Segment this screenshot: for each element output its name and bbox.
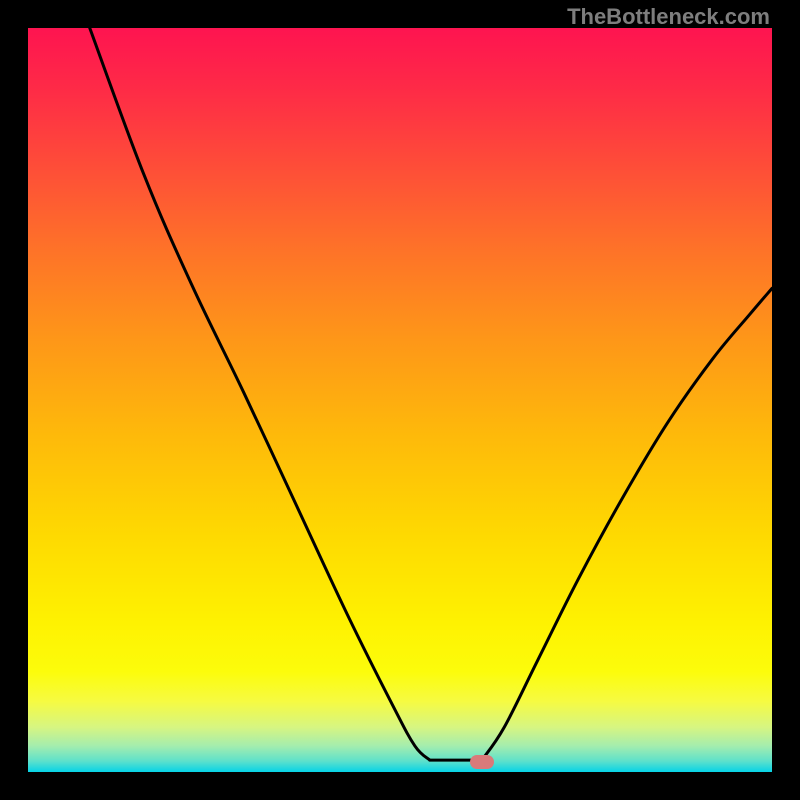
bottleneck-curve <box>28 28 772 772</box>
watermark-text: TheBottleneck.com <box>567 4 770 30</box>
chart-container: TheBottleneck.com <box>0 0 800 800</box>
optimum-marker <box>470 755 494 769</box>
plot-area <box>28 28 772 772</box>
